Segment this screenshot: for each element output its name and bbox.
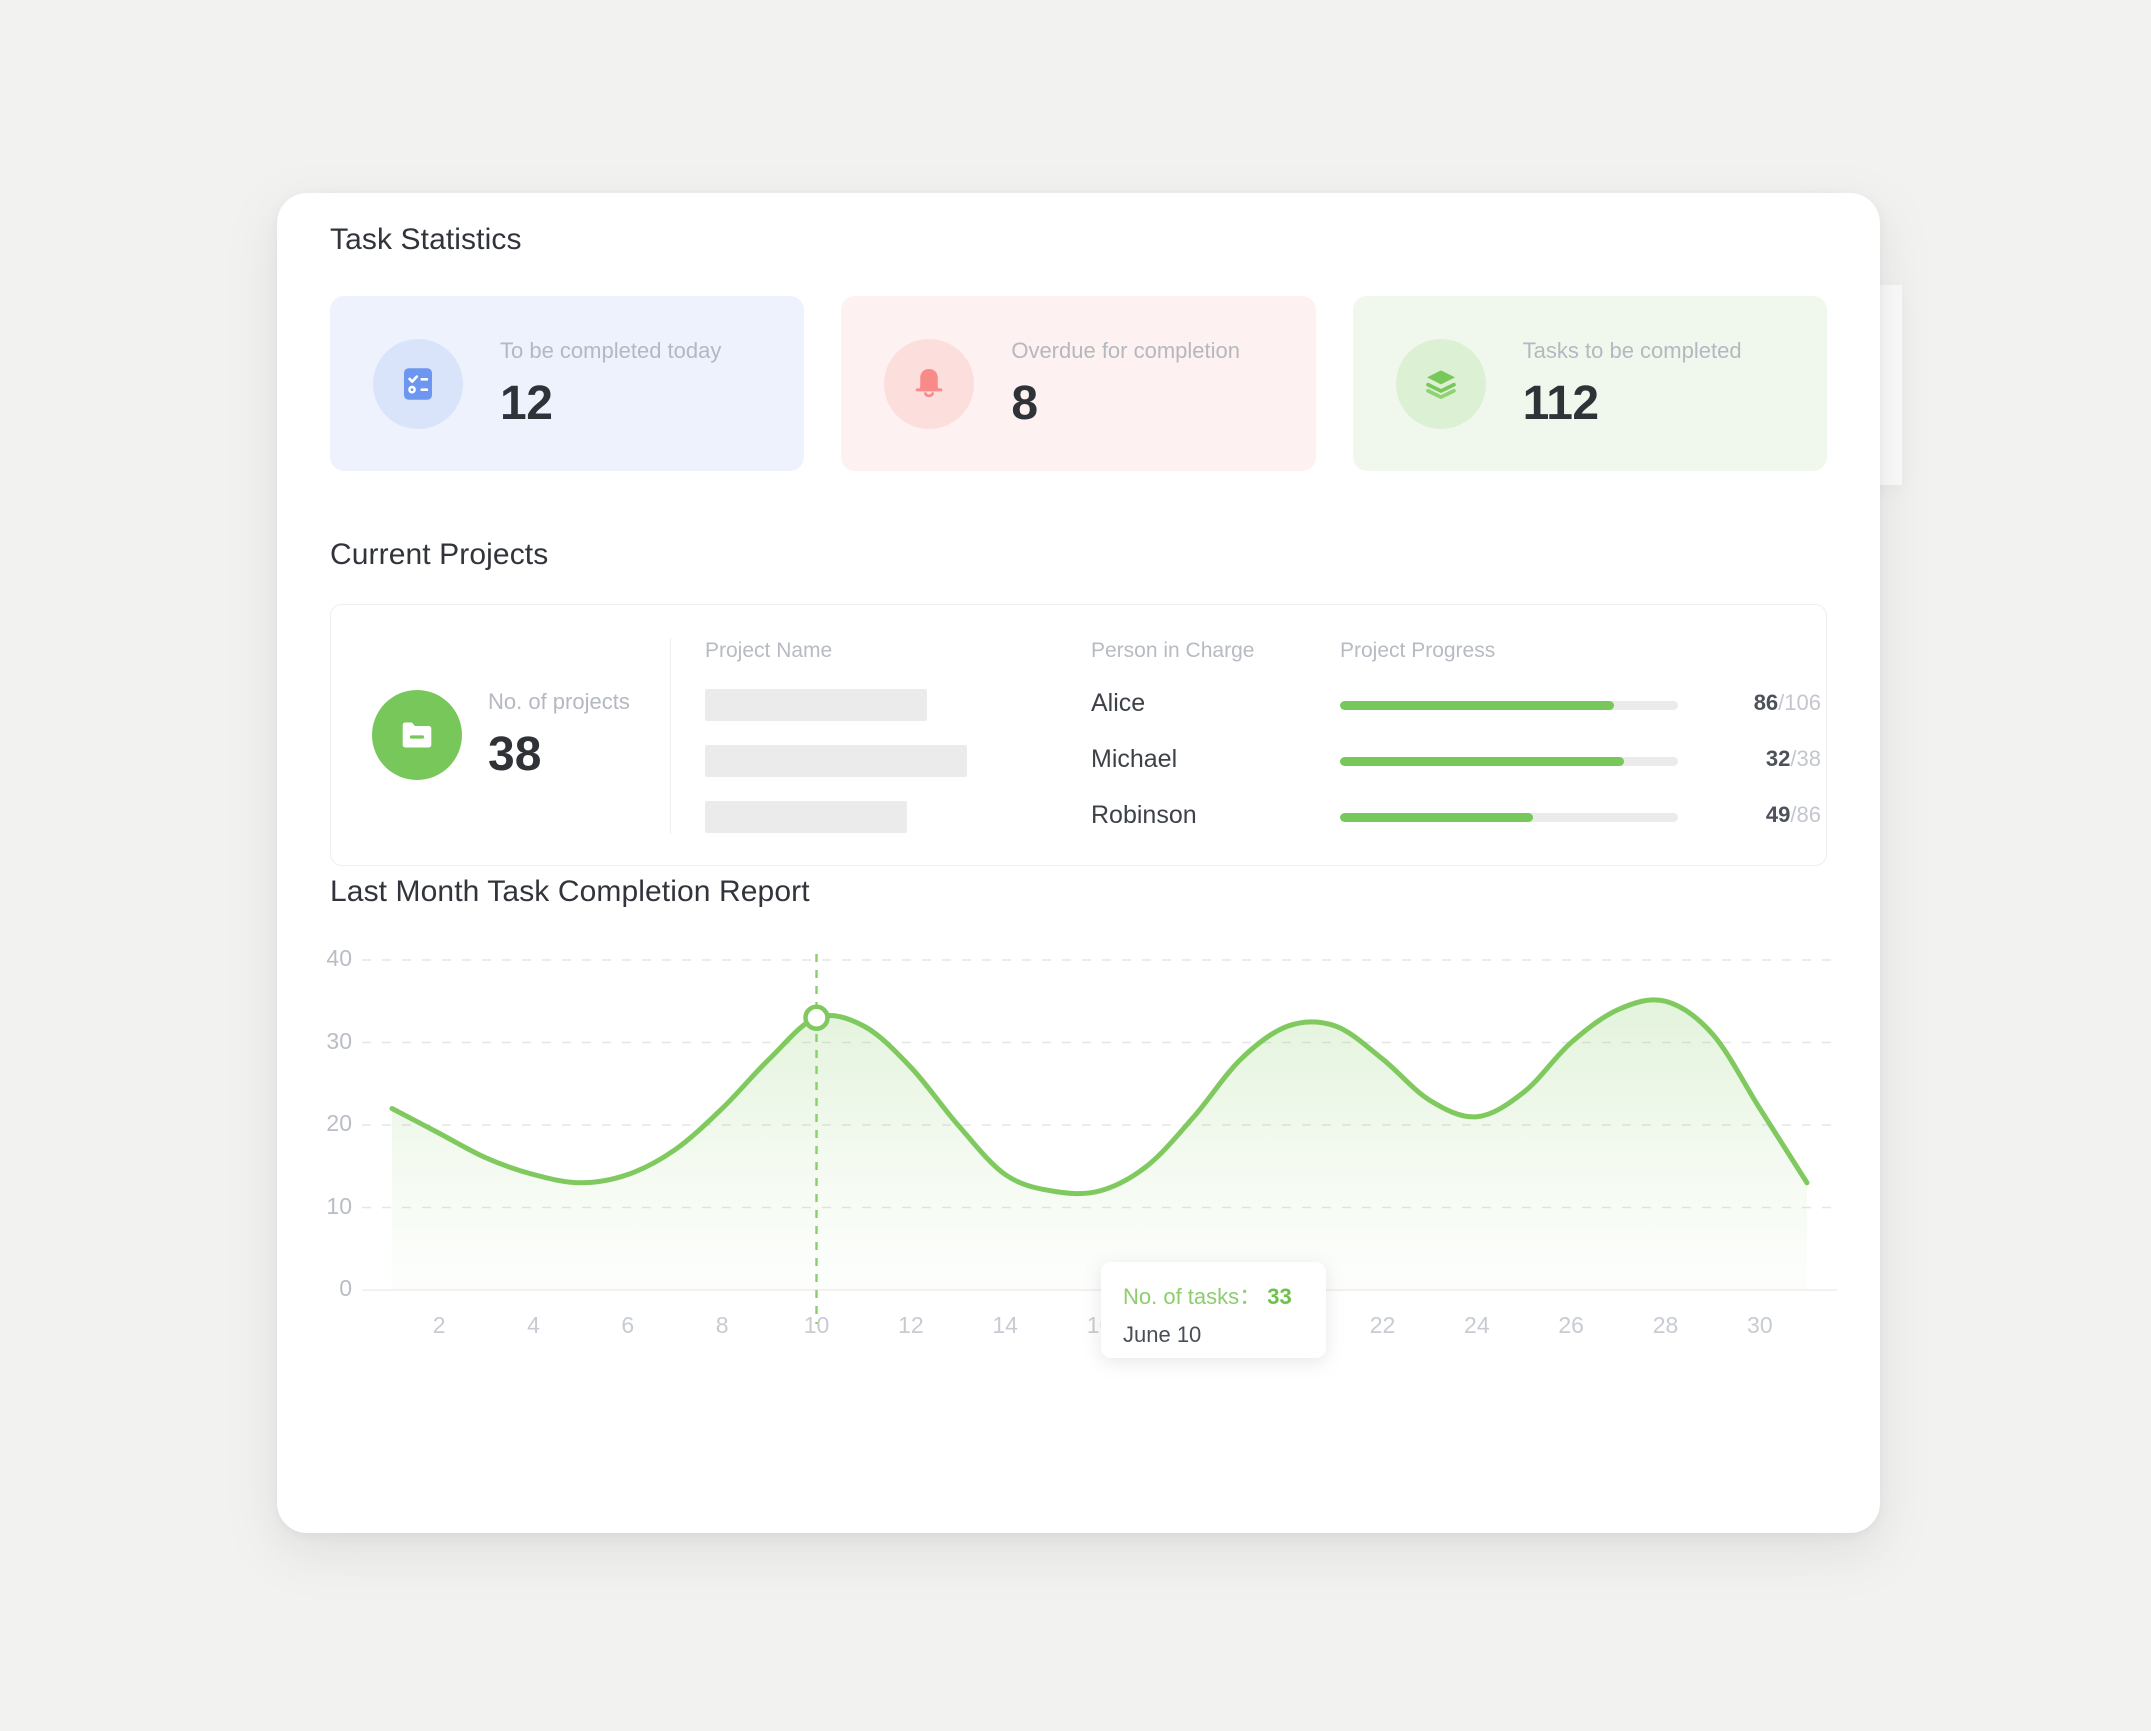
progress-bar-track: [1340, 757, 1678, 766]
y-axis-tick-label: 10: [326, 1192, 352, 1219]
progress-bar-fill: [1340, 813, 1533, 822]
layers-icon: [1395, 338, 1486, 429]
person-in-charge-value: Robinson: [1091, 801, 1197, 829]
person-in-charge-value: Alice: [1091, 689, 1146, 717]
chart-tooltip: No. of tasks： 33 June 10: [1101, 1262, 1326, 1358]
project-name-placeholder: [705, 745, 967, 777]
stat-card-text: Tasks to be completed 112: [1522, 337, 1742, 430]
project-count-label: No. of projects: [488, 689, 630, 714]
y-axis-tick-label: 40: [326, 945, 352, 971]
project-count-block: No. of projects 38: [331, 605, 669, 865]
x-axis-tick-label: 2: [432, 1312, 446, 1338]
x-axis-tick-label: 14: [992, 1312, 1018, 1338]
stat-label: Tasks to be completed: [1522, 337, 1742, 363]
progress-current: 49: [1765, 802, 1791, 827]
chart-area-fill: [392, 999, 1807, 1290]
chart-canvas: [362, 954, 1837, 1324]
tooltip-metric-value: 33: [1267, 1284, 1292, 1309]
x-axis-tick-label: 24: [1464, 1312, 1490, 1338]
dashboard-window: Task Statistics To be completed today 12: [277, 193, 1880, 1533]
stat-value: 112: [1522, 376, 1599, 430]
person-in-charge-value: Michael: [1091, 745, 1178, 773]
project-name-placeholder: [705, 689, 927, 721]
stat-card-tasks-to-be-completed[interactable]: Tasks to be completed 112: [1352, 296, 1827, 471]
tooltip-date: June 10: [1123, 1322, 1202, 1347]
x-axis-tick-label: 30: [1747, 1312, 1773, 1338]
stat-label: To be completed today: [500, 337, 722, 363]
project-count-text: No. of projects 38: [488, 691, 630, 779]
folder-minus-icon: [372, 690, 462, 780]
stat-card-text: To be completed today 12: [500, 337, 722, 430]
x-axis-tick-label: 8: [715, 1312, 729, 1338]
vertical-divider: [670, 638, 671, 834]
checklist-icon: [373, 338, 463, 429]
chart-title: Last Month Task Completion Report: [330, 875, 810, 908]
x-axis-tick-label: 6: [621, 1312, 635, 1338]
chart-line: [389, 997, 1810, 1197]
stat-label: Overdue for completion: [1011, 337, 1240, 363]
progress-total: /38: [1790, 746, 1821, 771]
stat-card-overdue-for-completion[interactable]: Overdue for completion 8: [841, 296, 1316, 471]
column-header-project-progress: Project Progress: [1340, 639, 1496, 662]
current-projects-card: No. of projects 38 Project Name Person i…: [330, 604, 1827, 866]
tooltip-metric-label: No. of tasks：: [1123, 1284, 1262, 1309]
column-header-project-name: Project Name: [705, 639, 833, 662]
progress-current: 32: [1765, 746, 1791, 771]
x-axis-tick-label: 10: [803, 1312, 830, 1338]
y-axis-tick-label: 20: [326, 1110, 352, 1136]
progress-counts: 49/86: [1711, 802, 1821, 828]
progress-total: /106: [1778, 690, 1821, 715]
y-axis-tick-label: 30: [326, 1027, 352, 1054]
chart-marker-dot: [803, 1004, 830, 1031]
progress-counts: 32/38: [1711, 746, 1821, 772]
progress-counts: 86/106: [1711, 690, 1821, 716]
stat-value: 12: [500, 376, 553, 430]
stat-card-to-be-completed-today[interactable]: To be completed today 12: [330, 296, 805, 471]
progress-bar-track: [1340, 813, 1678, 822]
task-statistics-row: To be completed today 12 Overdue for com…: [330, 296, 1827, 471]
progress-bar-track: [1340, 701, 1678, 710]
progress-current: 86: [1753, 690, 1779, 715]
progress-bar-fill: [1340, 757, 1624, 766]
y-axis-tick-label: 0: [339, 1275, 352, 1301]
stat-card-text: Overdue for completion 8: [1011, 337, 1240, 430]
stat-value: 8: [1011, 376, 1038, 430]
bell-icon: [884, 338, 975, 429]
x-axis-tick-label: 4: [527, 1312, 540, 1338]
x-axis-tick-label: 12: [898, 1312, 924, 1338]
current-projects-title: Current Projects: [330, 538, 549, 571]
project-count-value: 38: [488, 728, 542, 781]
x-axis-tick-label: 22: [1369, 1312, 1396, 1338]
project-name-placeholder: [705, 801, 907, 833]
progress-total: /86: [1790, 802, 1821, 827]
x-axis-tick-label: 28: [1652, 1312, 1679, 1338]
x-axis-tick-label: 26: [1558, 1312, 1584, 1338]
column-header-person-in-charge: Person in Charge: [1091, 639, 1255, 662]
task-statistics-title: Task Statistics: [330, 223, 522, 256]
tooltip-metric: No. of tasks： 33: [1123, 1279, 1304, 1311]
progress-bar-fill: [1340, 701, 1614, 710]
